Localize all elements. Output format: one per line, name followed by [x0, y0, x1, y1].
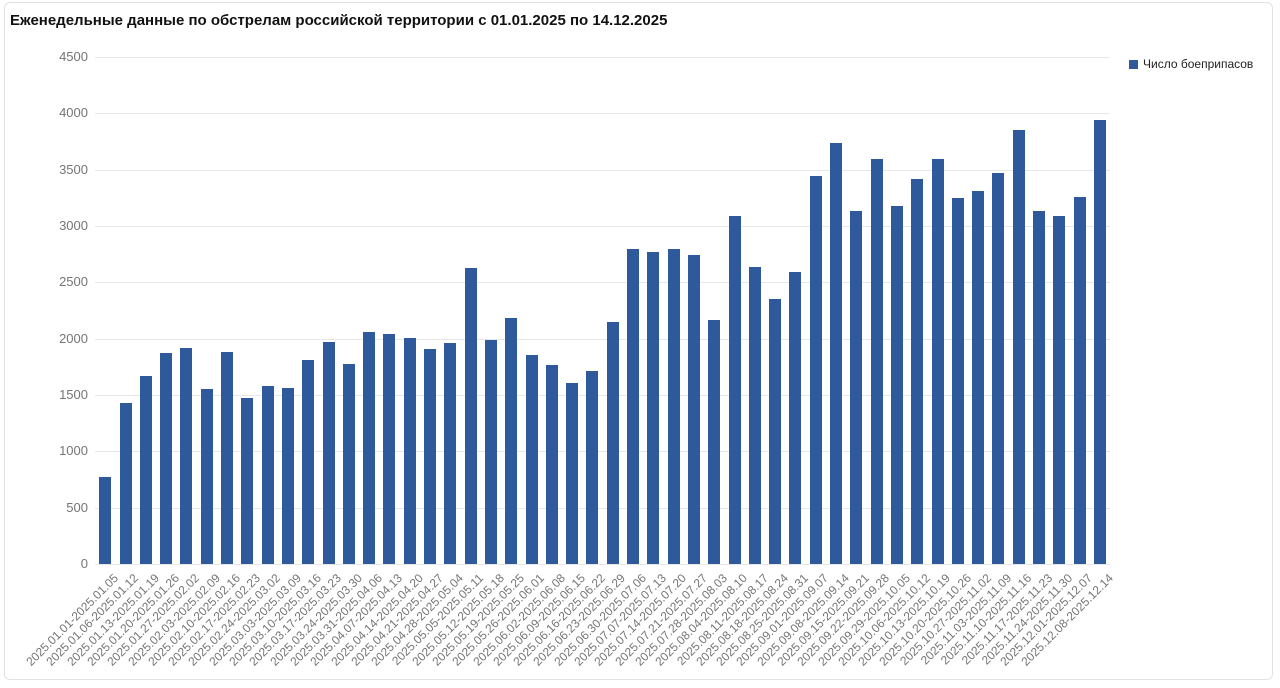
y-axis-tick-label: 3500 [59, 161, 88, 177]
bar[interactable] [383, 334, 396, 564]
y-axis-tick-label: 0 [80, 556, 88, 571]
bar[interactable] [322, 342, 335, 564]
bar[interactable] [525, 355, 538, 564]
grid-line [95, 451, 1110, 453]
bar[interactable] [221, 352, 233, 564]
y-axis-tick-label: 1000 [59, 443, 88, 459]
bar[interactable] [241, 398, 254, 564]
legend-item-munitions[interactable]: Число боеприпасов [1129, 57, 1253, 71]
bar[interactable] [586, 371, 599, 564]
bar[interactable] [1033, 211, 1045, 564]
y-axis-tick-label: 4000 [59, 105, 88, 121]
y-axis-tick-label: 2000 [59, 330, 88, 346]
bar[interactable] [951, 198, 964, 564]
y-axis-tick-label: 2500 [59, 274, 88, 290]
bar[interactable] [830, 143, 842, 564]
grid-line [95, 169, 1110, 171]
bar[interactable] [180, 348, 193, 564]
bar[interactable] [139, 376, 152, 564]
bar[interactable] [769, 299, 782, 564]
bar[interactable] [119, 403, 132, 564]
bar[interactable] [606, 322, 619, 564]
grid-line [95, 57, 1110, 58]
grid-line [95, 507, 1110, 509]
legend-label: Число боеприпасов [1143, 57, 1254, 71]
bar[interactable] [850, 211, 863, 564]
bar[interactable] [566, 383, 578, 564]
bar[interactable] [627, 249, 639, 564]
bar[interactable] [1073, 197, 1086, 564]
bar[interactable] [647, 252, 660, 564]
bar[interactable] [972, 191, 985, 564]
grid-line [95, 338, 1110, 340]
bar[interactable] [342, 364, 355, 564]
chart-title: Еженедельные данные по обстрелам российс… [10, 12, 668, 29]
bar[interactable] [423, 349, 436, 564]
bar[interactable] [281, 388, 294, 564]
bar[interactable] [890, 206, 903, 564]
y-axis-tick-label: 4500 [59, 49, 88, 64]
bar[interactable] [160, 353, 173, 564]
y-axis-tick-label: 500 [66, 499, 88, 515]
bar[interactable] [200, 389, 213, 564]
grid-line [95, 282, 1110, 284]
bar[interactable] [484, 340, 497, 564]
bar[interactable] [302, 360, 315, 564]
bar[interactable] [728, 216, 741, 564]
bar[interactable] [667, 249, 680, 564]
bar[interactable] [1053, 216, 1066, 564]
bar[interactable] [1093, 120, 1106, 564]
y-axis-tick-label: 3000 [59, 218, 88, 233]
bar[interactable] [444, 343, 457, 564]
bar[interactable] [789, 272, 802, 564]
grid-line [95, 564, 1110, 565]
bar[interactable] [545, 365, 558, 564]
bar[interactable] [809, 176, 822, 564]
bar[interactable] [261, 386, 274, 564]
y-axis-tick-label: 1500 [59, 387, 88, 402]
bar[interactable] [870, 159, 883, 564]
bar[interactable] [708, 320, 721, 564]
bar[interactable] [505, 318, 518, 564]
bar[interactable] [1012, 130, 1025, 564]
legend-swatch-icon [1129, 59, 1138, 69]
grid-line [95, 226, 1110, 227]
bar[interactable] [363, 332, 376, 564]
bar[interactable] [99, 477, 112, 564]
bar[interactable] [748, 267, 761, 564]
bar[interactable] [911, 179, 924, 564]
grid-line [95, 395, 1110, 396]
bar[interactable] [931, 159, 944, 564]
bar[interactable] [403, 338, 416, 564]
bar[interactable] [687, 255, 700, 564]
bar[interactable] [464, 268, 477, 564]
grid-line [95, 113, 1110, 115]
bar[interactable] [992, 173, 1005, 564]
